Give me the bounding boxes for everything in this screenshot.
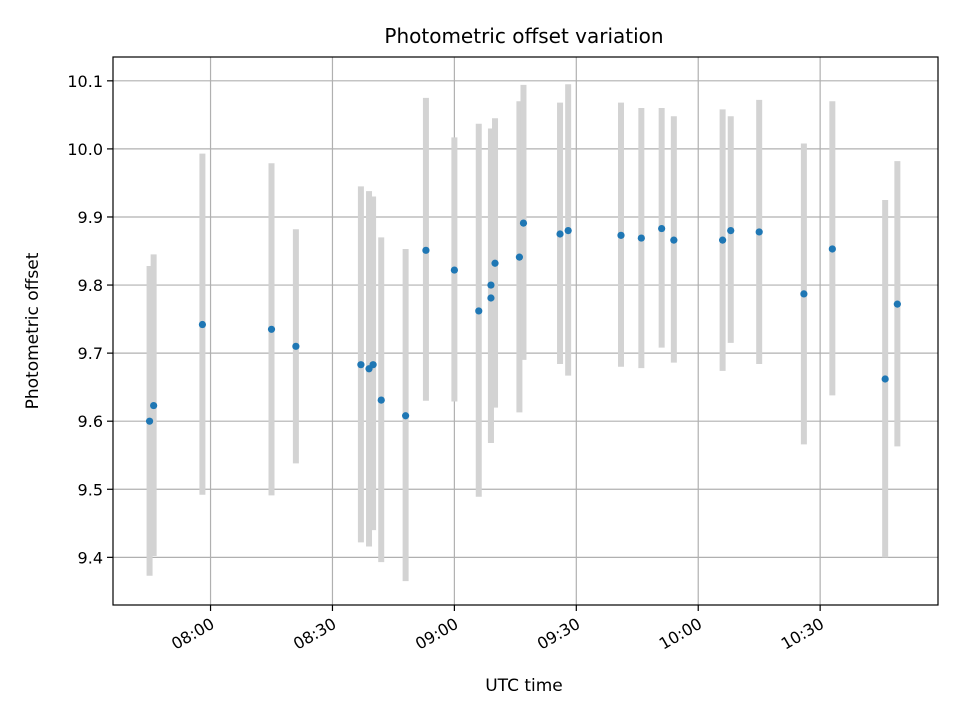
- data-point: [727, 226, 735, 235]
- y-tick-label: 9.7: [78, 344, 103, 363]
- data-point: [519, 219, 528, 227]
- data-point: [556, 230, 564, 238]
- y-tick-label: 9.8: [78, 276, 103, 295]
- y-tick-label: 10.1: [67, 72, 103, 91]
- error-bars: [146, 84, 901, 582]
- data-point: [515, 253, 524, 261]
- data-point: [369, 361, 377, 369]
- x-tick-label: 08:00: [168, 614, 217, 654]
- data-points: [145, 219, 901, 425]
- y-tick-label: 10.0: [67, 140, 103, 159]
- chart-title: Photometric offset variation: [384, 24, 663, 48]
- data-point: [828, 245, 836, 253]
- data-point: [637, 234, 645, 242]
- x-tick-label: 09:30: [534, 614, 583, 654]
- data-point: [377, 396, 385, 404]
- y-tick-label: 9.4: [78, 548, 103, 567]
- data-point: [719, 236, 727, 244]
- y-tick-label: 9.6: [78, 412, 103, 431]
- x-axis: 08:00 08:30 09:00 09:30 10:00 10:30: [168, 605, 827, 654]
- x-axis-label: UTC time: [485, 676, 563, 696]
- data-point: [475, 307, 483, 315]
- data-point: [491, 259, 499, 267]
- data-point: [564, 226, 572, 235]
- data-point: [267, 325, 276, 333]
- y-tick-label: 9.9: [78, 208, 103, 227]
- data-point: [487, 281, 495, 289]
- data-point: [450, 266, 458, 274]
- data-point: [881, 375, 889, 383]
- data-point: [617, 231, 625, 239]
- data-point: [357, 361, 365, 369]
- x-tick-label: 08:30: [290, 614, 339, 654]
- plot-area-frame: [112, 56, 939, 606]
- data-point: [292, 342, 300, 350]
- x-tick-label: 10:30: [778, 614, 827, 654]
- data-point: [893, 300, 901, 308]
- data-point: [198, 320, 207, 329]
- x-tick-label: 10:00: [656, 614, 705, 654]
- data-point: [755, 228, 763, 236]
- data-point: [800, 290, 808, 298]
- data-point: [145, 417, 154, 425]
- data-point: [402, 412, 410, 420]
- y-axis-label: Photometric offset: [23, 252, 43, 409]
- data-point: [670, 236, 678, 244]
- data-point: [422, 246, 430, 254]
- y-axis: 9.4 9.5 9.6 9.7 9.8 9.9 10.0 10.1: [67, 72, 113, 567]
- data-point: [658, 224, 666, 233]
- data-point: [487, 294, 495, 302]
- data-point: [150, 401, 158, 410]
- x-tick-label: 09:00: [412, 614, 461, 654]
- y-tick-label: 9.5: [78, 480, 103, 499]
